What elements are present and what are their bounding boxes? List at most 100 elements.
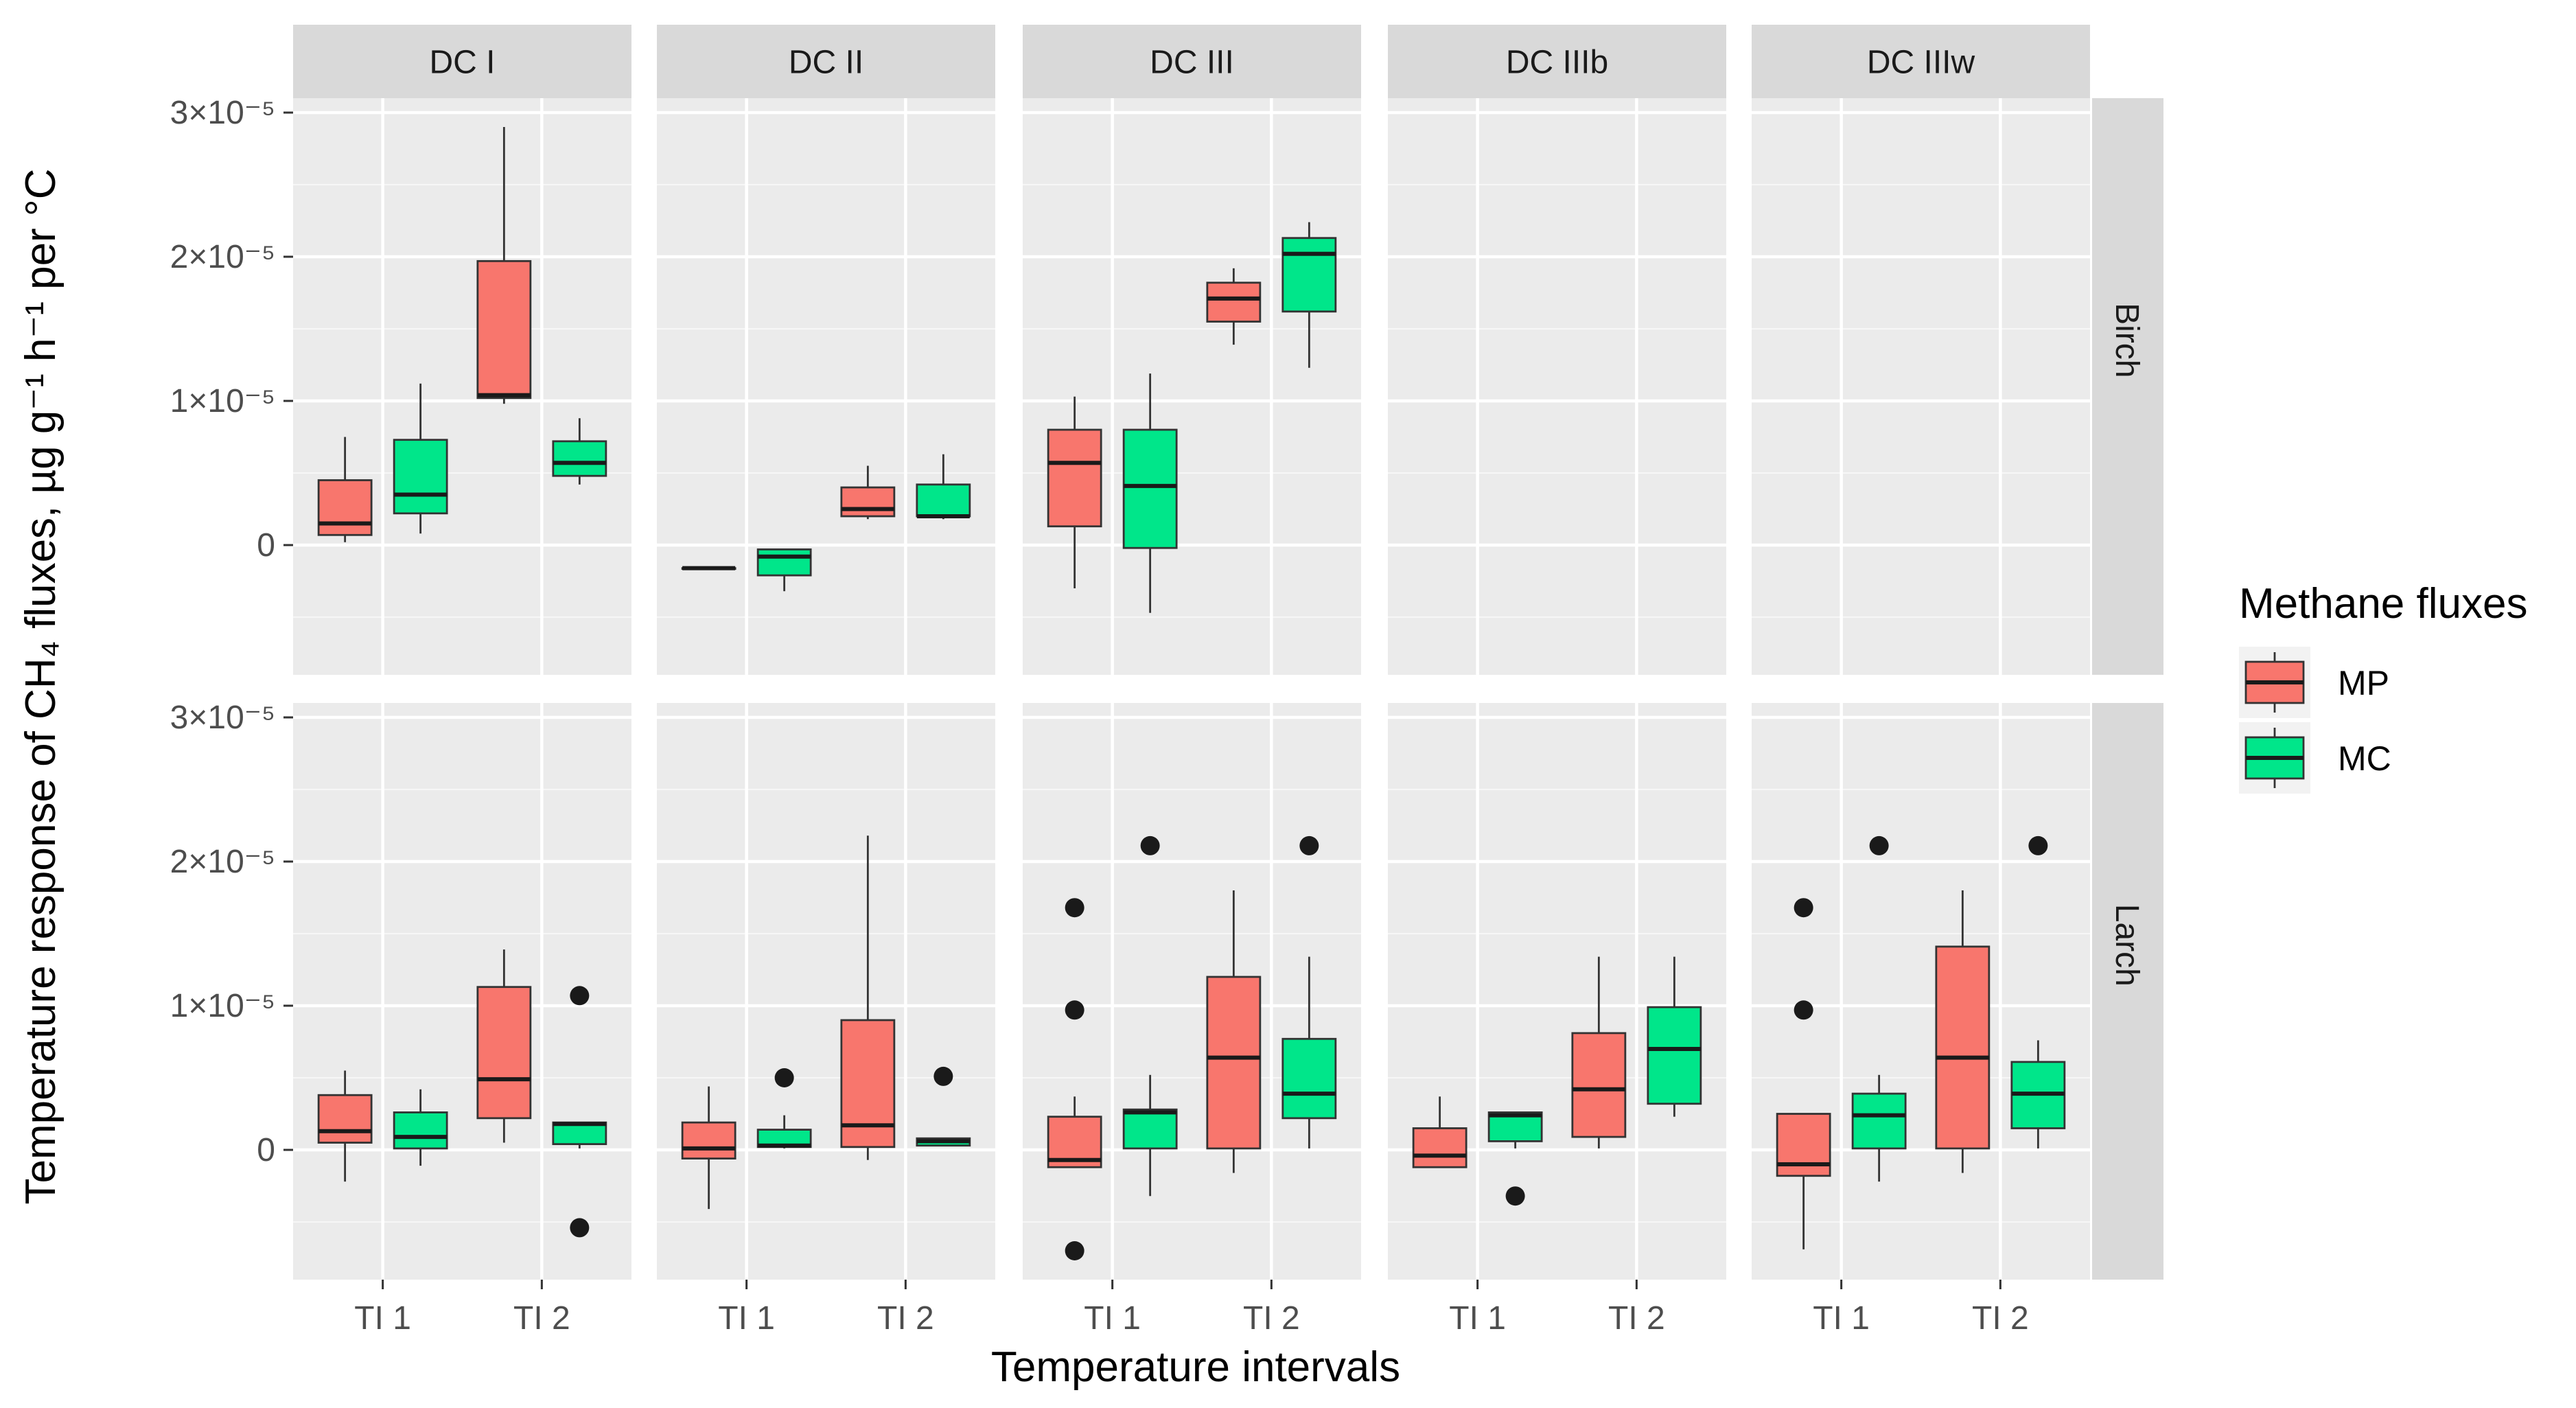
boxplot-mc-ti-1[interactable] — [393, 383, 448, 534]
strip-dc-iiiw: DC IIIw — [1752, 25, 2090, 98]
strip-label: DC II — [789, 45, 863, 81]
boxplot-mp-ti-2[interactable] — [1206, 268, 1262, 345]
box-iqr[interactable] — [1412, 1127, 1467, 1168]
boxplot-mp-ti-2[interactable] — [840, 465, 896, 520]
box-iqr[interactable] — [1647, 1006, 1702, 1105]
box-iqr[interactable] — [840, 486, 896, 518]
boxplot-mc-ti-2[interactable] — [552, 418, 607, 485]
boxplot-mc-ti-2[interactable] — [916, 454, 971, 520]
outlier-point[interactable] — [570, 1218, 590, 1238]
boxplot-mc-ti-1[interactable] — [1122, 835, 1178, 1197]
boxplot-mp-ti-2[interactable] — [1206, 890, 1262, 1173]
strip-background — [2092, 703, 2163, 1280]
boxplot-mc-ti-1[interactable] — [393, 1089, 448, 1166]
boxplot-mp-ti-2[interactable] — [1571, 956, 1627, 1149]
boxplot-mc-ti-1[interactable] — [756, 548, 812, 592]
boxplot-mc-ti-1[interactable] — [756, 1068, 812, 1149]
panel-larch-dc-ii — [657, 703, 995, 1280]
boxplot-mp-ti-2[interactable] — [476, 127, 532, 404]
boxplot-mp-ti-1[interactable] — [1047, 898, 1102, 1260]
outlier-point[interactable] — [1299, 835, 1319, 855]
box-iqr[interactable] — [1851, 1092, 1907, 1150]
boxplot-mp-ti-2[interactable] — [840, 835, 896, 1160]
box-iqr[interactable] — [317, 1094, 373, 1144]
boxplot-mc-ti-1[interactable] — [1122, 373, 1178, 613]
boxplot-mp-ti-2[interactable] — [476, 949, 532, 1143]
box-iqr[interactable] — [1047, 428, 1102, 528]
outlier-point[interactable] — [1140, 835, 1160, 855]
box-iqr[interactable] — [681, 1121, 736, 1159]
outlier-point[interactable] — [1065, 1241, 1084, 1260]
box-iqr[interactable] — [916, 483, 971, 518]
box-iqr[interactable] — [1122, 428, 1178, 549]
x-axis: TI 1 TI 2 TI 1 TI 2 TI 1 TI 2 TI 1 TI 2 TI 1 TI 2 — [354, 1280, 2029, 1337]
boxplot-mp-ti-1[interactable] — [1776, 898, 1831, 1249]
boxplot-mc-ti-2[interactable] — [1281, 835, 1337, 1149]
outlier-point[interactable] — [1794, 1000, 1813, 1020]
outlier-point[interactable] — [933, 1066, 953, 1086]
y-tick-label: 0 — [257, 1132, 275, 1168]
boxplot-mp-ti-1[interactable] — [1412, 1096, 1467, 1168]
strip-birch: Birch — [2092, 98, 2163, 675]
outlier-point[interactable] — [2028, 835, 2048, 855]
box-iqr[interactable] — [393, 439, 448, 515]
panel-birch-dc-iiiw — [1752, 98, 2090, 675]
boxplot-mc-ti-2[interactable] — [1281, 222, 1337, 368]
outlier-point[interactable] — [1065, 898, 1084, 918]
box-iqr[interactable] — [552, 440, 607, 477]
strip-label: Birch — [2109, 303, 2145, 378]
boxplot-mc-ti-2[interactable] — [1647, 956, 1702, 1117]
box-iqr[interactable] — [1122, 1108, 1178, 1150]
box-iqr[interactable] — [317, 479, 373, 536]
x-tick-label: TI 2 — [877, 1300, 934, 1337]
strip-label: DC IIIb — [1506, 45, 1608, 81]
box-iqr[interactable] — [1571, 1032, 1627, 1138]
strip-label: DC III — [1150, 45, 1234, 81]
y-tick-label: 2×10⁻⁵ — [170, 844, 275, 880]
strip-dc-iiib: DC IIIb — [1388, 25, 1726, 98]
panel-background — [1023, 98, 1361, 675]
boxplot-mc-ti-1[interactable] — [1487, 1111, 1543, 1206]
boxplot-mc-ti-2[interactable] — [552, 986, 607, 1238]
box-iqr[interactable] — [1281, 1037, 1337, 1120]
outlier-point[interactable] — [774, 1068, 794, 1087]
boxplot-mp-ti-1[interactable] — [1047, 396, 1102, 588]
box-iqr[interactable] — [393, 1111, 448, 1150]
y-tick-label: 3×10⁻⁵ — [170, 700, 275, 736]
legend-item-mc[interactable]: MC — [2239, 722, 2391, 794]
x-tick-label: TI 2 — [1608, 1300, 1665, 1337]
panel-background — [1752, 98, 2090, 675]
boxplot-mp-ti-1[interactable] — [317, 437, 373, 542]
boxplot-mp-ti-1[interactable] — [317, 1070, 373, 1182]
box-iqr[interactable] — [756, 548, 812, 577]
boxplot-mp-ti-1[interactable] — [681, 1086, 736, 1210]
boxplot-mc-ti-2[interactable] — [2010, 835, 2066, 1149]
outlier-point[interactable] — [1065, 1000, 1084, 1020]
panel-larch-dc-iiib — [1388, 703, 1726, 1280]
box-iqr[interactable] — [476, 259, 532, 400]
x-axis-title: Temperature intervals — [991, 1343, 1400, 1391]
outlier-point[interactable] — [1505, 1186, 1525, 1206]
outlier-point[interactable] — [570, 986, 590, 1006]
box-iqr[interactable] — [840, 1019, 896, 1149]
strip-background — [657, 25, 995, 98]
boxplot-mc-ti-1[interactable] — [1851, 835, 1907, 1182]
box-iqr[interactable] — [1206, 976, 1262, 1150]
panel-background — [1388, 98, 1726, 675]
outlier-point[interactable] — [1869, 835, 1889, 855]
box-iqr[interactable] — [476, 986, 532, 1120]
outlier-point[interactable] — [1794, 898, 1813, 918]
box-iqr[interactable] — [1281, 237, 1337, 313]
box-iqr[interactable] — [1206, 281, 1262, 323]
boxplot-mp-ti-1[interactable] — [681, 566, 736, 570]
boxplot-mc-ti-2[interactable] — [916, 1066, 971, 1147]
boxplot-mp-ti-2[interactable] — [1935, 890, 1991, 1173]
strip-label: Larch — [2109, 904, 2145, 986]
box-iqr[interactable] — [1935, 945, 1991, 1150]
legend-item-mp[interactable]: MP — [2239, 647, 2389, 718]
x-tick-label: TI 1 — [354, 1300, 411, 1337]
strip-background — [2092, 98, 2163, 675]
box-iqr[interactable] — [1776, 1113, 1831, 1177]
panel-larch-dc-iii — [1023, 703, 1361, 1280]
